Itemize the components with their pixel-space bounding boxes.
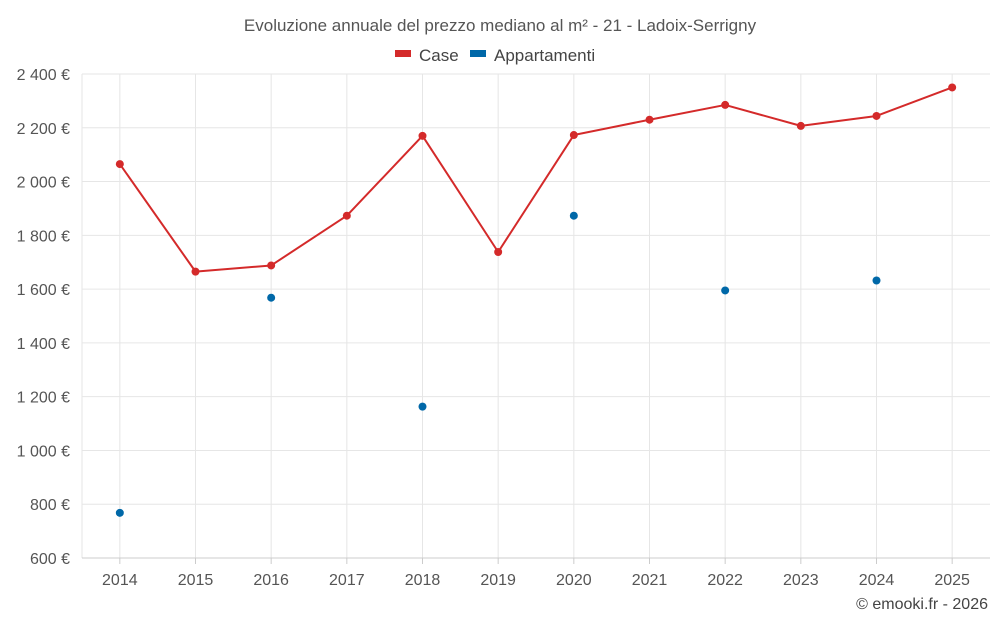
y-tick-label: 1 000 € (17, 443, 70, 460)
y-tick-label: 2 200 € (17, 121, 70, 138)
x-tick-label: 2018 (405, 572, 441, 589)
y-tick-label: 1 600 € (17, 282, 70, 299)
y-tick-label: 1 800 € (17, 228, 70, 245)
chart-title: Evoluzione annuale del prezzo mediano al… (244, 16, 757, 35)
x-tick-label: 2023 (783, 572, 819, 589)
y-tick-label: 1 200 € (17, 390, 70, 407)
data-point-case-2022[interactable]: Case 2022: 2285 (721, 100, 730, 109)
x-tick-label: 2019 (480, 572, 516, 589)
data-point-case-2021[interactable]: Case 2021: 2230 (645, 115, 654, 124)
x-tick-label: 2017 (329, 572, 365, 589)
data-point-case-2015[interactable]: Case 2015: 1665 (191, 267, 200, 276)
series-line-case (119, 86, 953, 273)
data-point-case-2023[interactable]: Case 2023: 2207 (796, 121, 805, 130)
data-point-case-2024[interactable]: Case 2024: 2244 (872, 111, 881, 120)
data-point-case-2019[interactable]: Case 2019: 1738 (494, 248, 503, 257)
y-tick-label: 800 € (30, 497, 70, 514)
data-point-appartamenti-2014[interactable]: Appartamenti 2014: 768 (115, 508, 124, 517)
x-tick-label: 2015 (178, 572, 214, 589)
data-point-case-2014[interactable]: Case 2014: 2065 (115, 160, 124, 169)
data-point-appartamenti-2020[interactable]: Appartamenti 2020: 1873 (569, 211, 578, 220)
x-tick-label: 2021 (632, 572, 668, 589)
x-tick-label: 2014 (102, 572, 138, 589)
x-tick-label: 2024 (859, 572, 895, 589)
y-tick-label: 600 € (30, 551, 70, 568)
legend-swatch-appartamenti (470, 50, 486, 57)
x-tick-label: 2016 (253, 572, 289, 589)
legend: Case Appartamenti (395, 46, 595, 65)
data-point-appartamenti-2016[interactable]: Appartamenti 2016: 1568 (267, 293, 276, 302)
data-point-case-2017[interactable]: Case 2017: 1873 (342, 211, 351, 220)
x-tick-label: 2025 (934, 572, 970, 589)
data-point-appartamenti-2022[interactable]: Appartamenti 2022: 1595 (721, 286, 730, 295)
legend-label-appartamenti[interactable]: Appartamenti (494, 46, 595, 65)
credit-text: © emooki.fr - 2026 (856, 596, 988, 613)
series: Case 2014: 2065 Case 2015: 1665 Case 2016:… (115, 83, 957, 517)
y-tick-label: 2 400 € (17, 67, 70, 84)
data-point-appartamenti-2024[interactable]: Appartamenti 2024: 1632 (872, 276, 881, 285)
legend-label-case[interactable]: Case (419, 46, 459, 65)
axes: 600 € 800 € 1 000 € 1 200 € 1 400 € 1 600 € 1 … (17, 67, 990, 589)
data-point-appartamenti-2018[interactable]: Appartamenti 2018: 1163 (418, 402, 427, 411)
x-tick-label: 2022 (707, 572, 743, 589)
data-point-case-2025[interactable]: Case 2025: 2350 (948, 83, 957, 92)
y-tick-label: 2 000 € (17, 175, 70, 192)
data-point-case-2016[interactable]: Case 2016: 1688 (267, 261, 276, 270)
data-point-case-2018[interactable]: Case 2018: 2170 (418, 131, 427, 140)
legend-swatch-case (395, 50, 411, 57)
data-point-case-2020[interactable]: Case 2020: 2173 (569, 131, 578, 140)
grid (81, 73, 990, 558)
y-tick-label: 1 400 € (17, 336, 70, 353)
x-tick-label: 2020 (556, 572, 592, 589)
